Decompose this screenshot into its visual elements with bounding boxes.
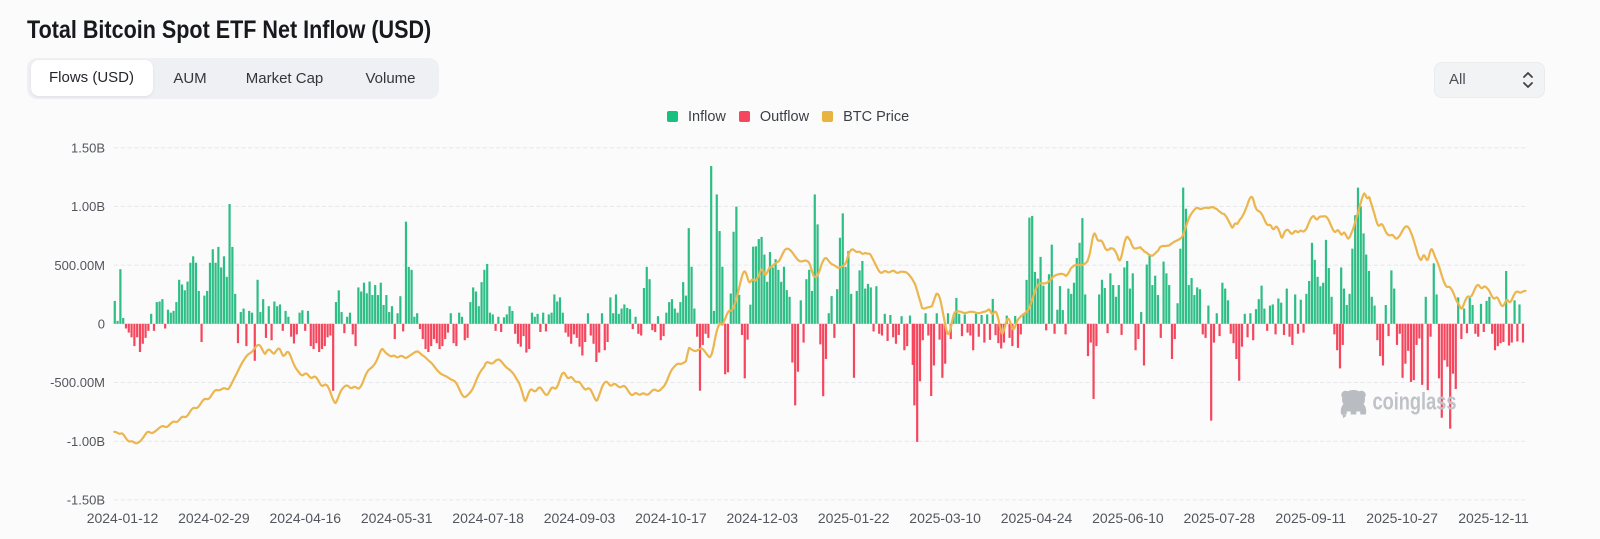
svg-text:1.00B: 1.00B — [71, 199, 105, 214]
svg-text:2025-07-28: 2025-07-28 — [1183, 510, 1255, 526]
svg-text:2024-07-18: 2024-07-18 — [452, 510, 524, 526]
svg-text:2025-01-22: 2025-01-22 — [818, 510, 890, 526]
svg-text:2024-02-29: 2024-02-29 — [178, 510, 250, 526]
svg-text:-500.00M: -500.00M — [50, 375, 105, 390]
svg-text:2024-09-03: 2024-09-03 — [544, 510, 616, 526]
svg-text:2024-10-17: 2024-10-17 — [635, 510, 707, 526]
svg-text:2024-04-16: 2024-04-16 — [269, 510, 341, 526]
svg-text:-1.00B: -1.00B — [67, 434, 105, 449]
svg-text:coinglass: coinglass — [1373, 389, 1457, 416]
svg-text:2025-10-27: 2025-10-27 — [1366, 510, 1438, 526]
svg-text:2025-12-11: 2025-12-11 — [1458, 510, 1529, 526]
svg-text:2024-12-03: 2024-12-03 — [726, 510, 798, 526]
svg-text:500.00M: 500.00M — [54, 258, 105, 273]
svg-text:2024-05-31: 2024-05-31 — [361, 510, 433, 526]
svg-text:0: 0 — [98, 317, 105, 332]
svg-text:1.50B: 1.50B — [71, 140, 105, 155]
svg-text:2024-01-12: 2024-01-12 — [87, 510, 159, 526]
svg-text:-1.50B: -1.50B — [67, 493, 105, 508]
svg-text:2025-09-11: 2025-09-11 — [1275, 510, 1346, 526]
svg-text:2025-04-24: 2025-04-24 — [1001, 510, 1073, 526]
svg-text:2025-03-10: 2025-03-10 — [909, 510, 981, 526]
svg-text:2025-06-10: 2025-06-10 — [1092, 510, 1164, 526]
